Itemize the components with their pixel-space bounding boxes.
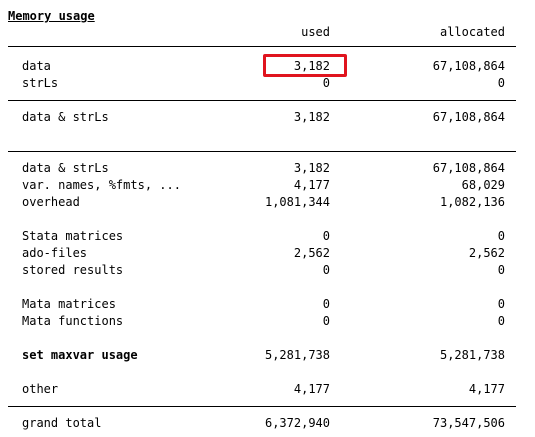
row-label: strLs <box>22 76 59 90</box>
row-label: Stata matrices <box>22 229 124 243</box>
table-row-grand-total: grand total 6,372,940 73,547,506 <box>0 415 535 432</box>
used-value: 2,562 <box>293 246 330 260</box>
table-row-data-strls: data & strLs 3,182 67,108,864 <box>0 160 535 177</box>
row-label: ado-files <box>22 246 88 260</box>
table-row-mata-matrices: Mata matrices 0 0 <box>0 296 535 313</box>
used-value: 5,281,738 <box>264 348 330 362</box>
table-row-overhead: overhead 1,081,344 1,082,136 <box>0 194 535 211</box>
section-divider <box>8 151 516 152</box>
table-row-data-strls-subtotal: data & strLs 3,182 67,108,864 <box>0 109 535 126</box>
allocated-value: 67,108,864 <box>432 110 505 124</box>
row-label: stored results <box>22 263 124 277</box>
row-label: Mata matrices <box>22 297 116 311</box>
row-label: var. names, %fmts, ... <box>22 178 181 192</box>
used-value: 1,081,344 <box>264 195 330 209</box>
allocated-value: 67,108,864 <box>432 59 505 73</box>
allocated-value: 0 <box>497 263 505 277</box>
used-value: 4,177 <box>293 178 330 192</box>
allocated-column-header: allocated <box>439 25 505 39</box>
used-value: 4,177 <box>293 382 330 396</box>
section-divider <box>8 100 516 101</box>
table-row-strls: strLs 0 0 <box>0 75 535 92</box>
memory-usage-title: Memory usage <box>8 9 95 23</box>
row-label: data <box>22 59 51 73</box>
allocated-value: 4,177 <box>468 382 505 396</box>
table-row-ado-files: ado-files 2,562 2,562 <box>0 245 535 262</box>
used-value: 6,372,940 <box>264 416 330 430</box>
allocated-value: 0 <box>497 229 505 243</box>
used-value: 0 <box>322 297 330 311</box>
table-row-mata-functions: Mata functions 0 0 <box>0 313 535 330</box>
used-value: 0 <box>322 314 330 328</box>
allocated-value: 5,281,738 <box>439 348 505 362</box>
used-value: 3,182 <box>293 110 330 124</box>
used-value: 0 <box>322 76 330 90</box>
allocated-value: 67,108,864 <box>432 161 505 175</box>
allocated-value: 68,029 <box>461 178 505 192</box>
used-value: 0 <box>322 229 330 243</box>
table-row-stata-matrices: Stata matrices 0 0 <box>0 228 535 245</box>
allocated-value: 2,562 <box>468 246 505 260</box>
table-row-set-maxvar-usage: set maxvar usage 5,281,738 5,281,738 <box>0 347 535 364</box>
column-header-row: used allocated <box>0 24 535 41</box>
allocated-value: 1,082,136 <box>439 195 505 209</box>
allocated-value: 0 <box>497 76 505 90</box>
used-value: 0 <box>322 263 330 277</box>
used-column-header: used <box>301 25 330 39</box>
used-value: 3,182 <box>293 59 330 73</box>
allocated-value: 0 <box>497 314 505 328</box>
header-divider <box>8 46 516 47</box>
table-row-data: data 3,182 67,108,864 <box>0 58 535 75</box>
table-row-stored-results: stored results 0 0 <box>0 262 535 279</box>
row-label: other <box>22 382 59 396</box>
used-value: 3,182 <box>293 161 330 175</box>
row-label: overhead <box>22 195 80 209</box>
row-label: set maxvar usage <box>22 348 138 362</box>
allocated-value: 73,547,506 <box>432 416 505 430</box>
total-divider <box>8 406 516 407</box>
row-label: data & strLs <box>22 161 109 175</box>
table-row-other: other 4,177 4,177 <box>0 381 535 398</box>
row-label: data & strLs <box>22 110 109 124</box>
table-row-var-names: var. names, %fmts, ... 4,177 68,029 <box>0 177 535 194</box>
row-label: Mata functions <box>22 314 124 328</box>
row-label: grand total <box>22 416 102 430</box>
allocated-value: 0 <box>497 297 505 311</box>
